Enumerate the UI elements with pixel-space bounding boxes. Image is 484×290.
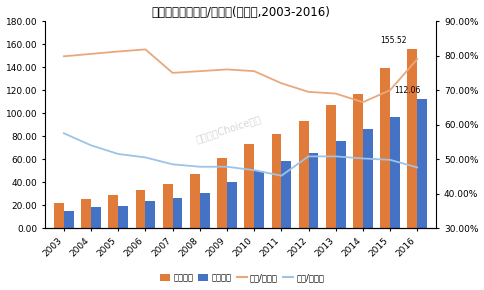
Bar xyxy=(244,144,254,228)
Bar xyxy=(417,99,427,228)
贷款/资产比 xyxy=(278,174,284,177)
存款/负债比 xyxy=(251,69,257,73)
存款/负债比 xyxy=(61,55,67,58)
存款/负债比 xyxy=(305,90,311,94)
Bar xyxy=(145,201,155,228)
贷款/资产比 xyxy=(414,166,420,169)
Bar xyxy=(217,158,227,228)
贷款/资产比 xyxy=(251,168,257,172)
Bar xyxy=(299,121,308,228)
贷款/资产比 xyxy=(360,157,366,160)
Text: 东方财富Choice数据: 东方财富Choice数据 xyxy=(195,113,263,144)
Bar xyxy=(81,200,91,228)
存款/负债比 xyxy=(170,71,176,75)
Bar xyxy=(108,195,118,228)
贷款/资产比 xyxy=(197,165,203,168)
存款/负债比 xyxy=(333,92,339,95)
Bar xyxy=(254,171,264,228)
Bar xyxy=(190,174,200,228)
贷款/资产比 xyxy=(224,165,230,168)
Bar xyxy=(336,141,346,228)
Bar xyxy=(200,193,210,228)
贷款/资产比 xyxy=(61,132,67,135)
Bar xyxy=(308,153,318,228)
存款/负债比 xyxy=(142,48,148,51)
Title: 銀行业金融机构存/贷款额(万亿元,2003-2016): 銀行业金融机构存/贷款额(万亿元,2003-2016) xyxy=(151,6,330,19)
贷款/资产比 xyxy=(142,156,148,159)
存款/负债比 xyxy=(88,52,94,56)
Bar xyxy=(326,105,336,228)
存款/负债比 xyxy=(387,88,393,92)
贷款/资产比 xyxy=(170,163,176,166)
存款/负债比 xyxy=(197,69,203,73)
Bar xyxy=(227,182,237,228)
Line: 贷款/资产比: 贷款/资产比 xyxy=(64,133,417,176)
Legend: 各项存款, 各项贷款, 存款/负债比, 贷款/资产比: 各项存款, 各项贷款, 存款/负债比, 贷款/资产比 xyxy=(157,270,327,286)
贷款/资产比 xyxy=(333,155,339,158)
Bar xyxy=(390,117,400,228)
Bar xyxy=(163,184,173,228)
贷款/资产比 xyxy=(387,158,393,162)
Bar xyxy=(380,68,390,228)
存款/负债比 xyxy=(360,100,366,104)
Bar xyxy=(272,134,281,228)
Bar xyxy=(54,203,64,228)
贷款/资产比 xyxy=(88,144,94,147)
存款/负债比 xyxy=(278,81,284,85)
贷款/资产比 xyxy=(115,152,121,156)
存款/负债比 xyxy=(414,57,420,61)
Bar xyxy=(408,49,417,228)
Bar xyxy=(91,207,101,228)
Line: 存款/负债比: 存款/负债比 xyxy=(64,49,417,102)
Bar xyxy=(353,94,363,228)
Bar xyxy=(281,162,291,228)
存款/负债比 xyxy=(115,50,121,53)
Bar xyxy=(64,211,74,228)
Bar xyxy=(363,129,373,228)
贷款/资产比 xyxy=(305,155,311,158)
Bar xyxy=(173,198,182,228)
Text: 155.52: 155.52 xyxy=(380,36,407,45)
Bar xyxy=(118,206,128,228)
存款/负债比 xyxy=(224,68,230,71)
Bar xyxy=(136,190,145,228)
Text: 112.06: 112.06 xyxy=(394,86,421,95)
